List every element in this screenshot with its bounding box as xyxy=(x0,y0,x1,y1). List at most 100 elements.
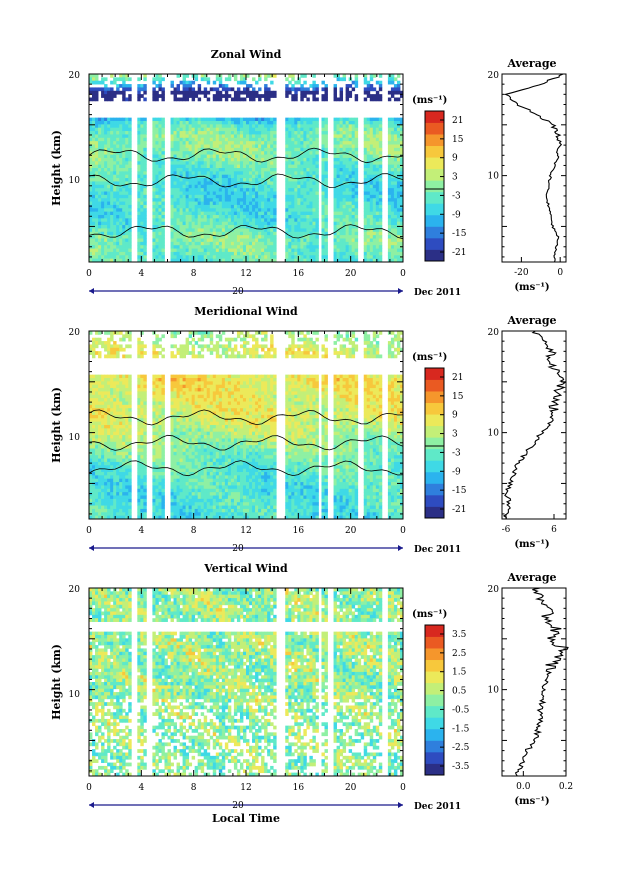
heatmap-cell xyxy=(303,188,307,192)
heatmap-cell xyxy=(224,87,229,92)
heatmap-cell xyxy=(125,204,129,209)
heatmap-cell xyxy=(372,331,377,335)
heatmap-cell xyxy=(336,374,340,379)
heatmap-cell xyxy=(239,80,244,85)
heatmap-cell xyxy=(246,201,250,206)
heatmap-cell xyxy=(242,168,247,172)
heatmap-cell xyxy=(182,354,187,359)
heatmap-cell xyxy=(233,188,238,192)
heatmap-cell xyxy=(137,191,141,196)
heatmap-cell xyxy=(200,245,205,249)
heatmap-cell xyxy=(227,94,232,98)
heatmap-cell xyxy=(273,134,277,139)
heatmap-cell xyxy=(366,218,371,223)
heatmap-cell xyxy=(212,245,217,249)
heatmap-cell xyxy=(212,157,217,162)
heatmap-cell xyxy=(104,231,108,236)
heatmap-cell xyxy=(351,245,356,249)
heatmap-cell xyxy=(242,117,247,122)
heatmap-cell xyxy=(143,157,147,162)
heatmap-cell xyxy=(95,225,99,229)
heatmap-cell xyxy=(155,147,159,152)
heatmap-cell xyxy=(239,374,244,379)
heatmap-cell xyxy=(294,94,298,98)
heatmap-cell xyxy=(176,137,180,142)
heatmap-cell xyxy=(110,137,114,142)
heatmap-cell xyxy=(119,181,123,186)
heatmap-cell xyxy=(110,171,114,176)
x-tick-label: 20 xyxy=(345,269,357,279)
heatmap-cell xyxy=(375,211,380,216)
heatmap-cell xyxy=(185,208,190,213)
heatmap-cell xyxy=(140,171,144,176)
heatmap-cell xyxy=(378,97,383,102)
heatmap-cell xyxy=(249,124,253,129)
heatmap-cell xyxy=(351,137,356,142)
heatmap-cell xyxy=(249,84,253,88)
heatmap-cell xyxy=(128,231,132,236)
heatmap-cell xyxy=(158,80,162,85)
heatmap-cell xyxy=(179,201,183,206)
heatmap-cell xyxy=(122,77,126,82)
heatmap-cell xyxy=(128,144,132,149)
heatmap-cell xyxy=(369,161,374,166)
heatmap-cell xyxy=(363,144,368,149)
heatmap-cell xyxy=(261,208,265,213)
heatmap-cell xyxy=(239,238,244,243)
heatmap-cell xyxy=(92,117,96,122)
heatmap-cell xyxy=(288,157,292,162)
heatmap-cell xyxy=(288,178,292,182)
heatmap-cell xyxy=(354,245,359,249)
heatmap-cell xyxy=(393,255,398,260)
heatmap-cell xyxy=(161,134,165,139)
heatmap-cell xyxy=(98,225,102,229)
heatmap-cell xyxy=(107,198,111,202)
heatmap-cell xyxy=(363,245,368,249)
heatmap-cell xyxy=(152,374,156,379)
heatmap-cell xyxy=(288,198,292,202)
heatmap-cell xyxy=(113,171,117,176)
heatmap-cell xyxy=(366,147,371,152)
heatmap-cell xyxy=(239,154,244,159)
heatmap-cell xyxy=(348,90,353,95)
heatmap-cell xyxy=(249,181,253,186)
heatmap-cell xyxy=(303,154,307,159)
heatmap-cell xyxy=(249,157,253,162)
heatmap-cell xyxy=(246,184,250,189)
heatmap-cell xyxy=(375,188,380,192)
heatmap-cell xyxy=(140,228,144,233)
heatmap-cell xyxy=(230,117,235,122)
heatmap-cell xyxy=(137,121,141,125)
heatmap-cell xyxy=(233,198,238,202)
heatmap-cell xyxy=(176,157,180,162)
heatmap-cell xyxy=(158,221,162,226)
heatmap-cell xyxy=(321,134,325,139)
heatmap-cell xyxy=(113,184,117,189)
heatmap-cell xyxy=(104,161,108,166)
heatmap-cell xyxy=(140,127,144,132)
heatmap-cell xyxy=(336,161,340,166)
heatmap-cell xyxy=(288,251,292,256)
heatmap-cell xyxy=(351,157,356,162)
heatmap-cell xyxy=(342,194,347,199)
heatmap-cell xyxy=(354,121,359,125)
heatmap-cell xyxy=(101,77,105,82)
heatmap-cell xyxy=(158,151,162,155)
heatmap-cell xyxy=(128,168,132,172)
heatmap-cell xyxy=(215,341,220,345)
heatmap-cell xyxy=(143,97,147,102)
heatmap-cell xyxy=(125,87,129,92)
heatmap-cell xyxy=(215,221,220,226)
heatmap-cell xyxy=(348,154,353,159)
heatmap-cell xyxy=(387,191,392,196)
heatmap-cell xyxy=(306,248,310,253)
heatmap-cell xyxy=(155,378,159,382)
heatmap-cell xyxy=(143,147,147,152)
heatmap-cell xyxy=(197,121,202,125)
heatmap-cell xyxy=(224,198,229,202)
heatmap-cell xyxy=(188,248,193,253)
heatmap-cell xyxy=(342,235,347,239)
heatmap-cell xyxy=(333,228,337,233)
heatmap-cell xyxy=(101,117,105,122)
heatmap-cell xyxy=(113,157,117,162)
